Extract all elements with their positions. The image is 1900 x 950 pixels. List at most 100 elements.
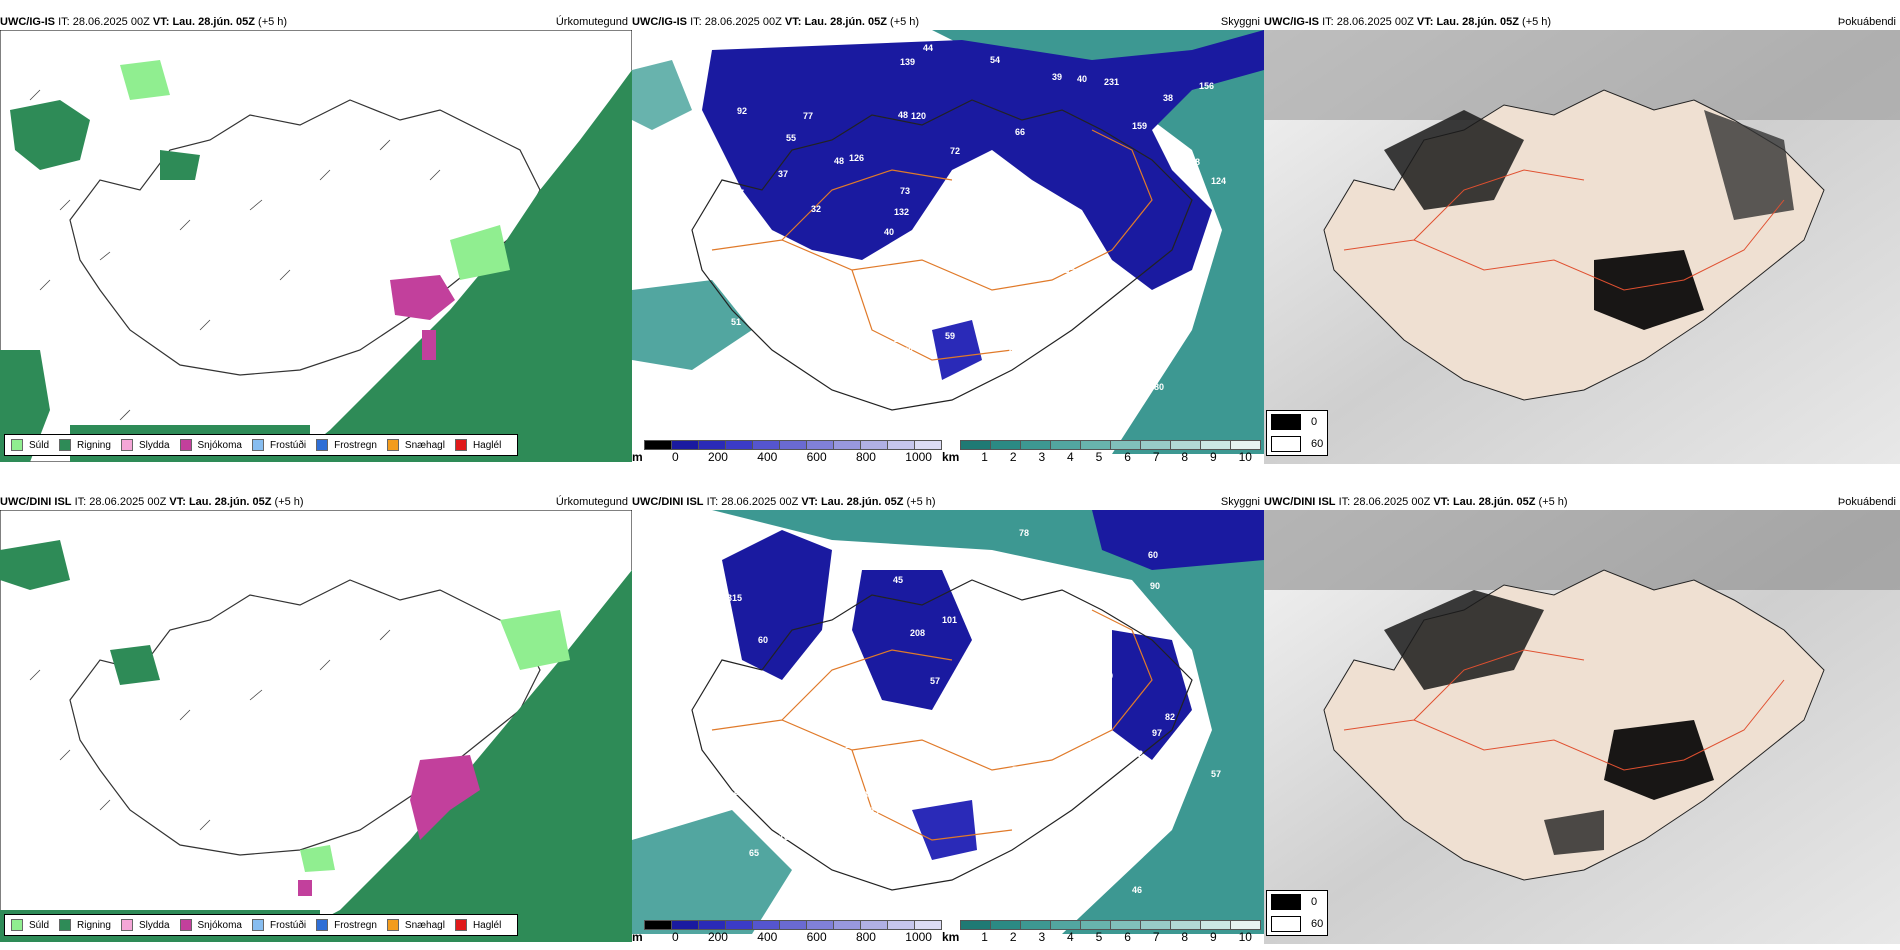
cloudbase-value: 43 (1112, 382, 1122, 392)
cloudbase-value: 115 (1061, 265, 1076, 275)
it-value: 28.06.2025 00Z (89, 496, 167, 508)
cloudbase-value: 66 (1015, 127, 1025, 137)
legend-item: Frostúði (251, 919, 306, 931)
wind-barbs (29, 89, 441, 421)
cloudbase-colorbar: m 0 200 400 600 800 1000 (632, 438, 942, 464)
cloudbase-value: 42 (709, 684, 719, 694)
coastline (69, 99, 541, 376)
panel-title: Skyggni (1220, 16, 1260, 28)
cloudbase-value: 73 (900, 186, 910, 196)
panel-title: Úrkomutegund (555, 16, 628, 28)
legend-swatch (316, 439, 329, 451)
colorbar-tick: 1 (981, 930, 988, 944)
colorbar-tick: 10 (1238, 930, 1252, 944)
cloudbase-value: 139 (900, 57, 915, 67)
colorbar-segment (779, 920, 807, 930)
vt-value: Lau. 28.jún. 05Z (172, 16, 255, 28)
cloudbase-value: 117 (1160, 818, 1175, 828)
legend-swatch (11, 439, 23, 451)
cloudbase-value: 107 (729, 188, 744, 198)
fog-panel-top: UWC/IG-IS IT: 28.06.2025 00Z VT: Lau. 28… (1264, 14, 1900, 464)
cloudbase-value: 77 (803, 111, 813, 121)
fog-map (1264, 510, 1900, 944)
rain-area (160, 150, 200, 180)
panel-header: UWC/IG-IS IT: 28.06.2025 00Z VT: Lau. 28… (1264, 14, 1900, 30)
lead-time: (+5 h) (258, 16, 288, 28)
legend-swatch (1271, 414, 1301, 430)
cloudbase-value: 44 (971, 187, 981, 197)
panel-header: UWC/DINI ISL IT: 28.06.2025 00Z VT: Lau.… (0, 494, 632, 510)
legend-label: Súld (29, 919, 50, 931)
fog-field (1384, 590, 1544, 690)
cloudbase-value: 43 (954, 402, 964, 412)
legend-label: Rigning (77, 919, 111, 931)
colorbar-segment (806, 920, 834, 930)
legend-label: Slydda (138, 439, 170, 451)
fog-field (1704, 110, 1794, 220)
rain-area (0, 540, 70, 590)
cloudbase-value: 103 (1033, 606, 1048, 616)
cloudbase-value: 39 (1102, 858, 1112, 868)
visibility-colorbar: km 1 2 3 4 5 6 7 8 9 10 (942, 438, 1264, 464)
cloud-map (632, 510, 1264, 934)
cloud-map (632, 30, 1264, 454)
precip-legend: Súld Rigning Slydda Snjókoma Frostúði Fr… (4, 914, 519, 936)
colorbar-tick: 400 (757, 450, 778, 464)
precip-panel-bottom: UWC/DINI ISL IT: 28.06.2025 00Z VT: Lau.… (0, 494, 632, 944)
cloudbase-value: 142 (707, 366, 722, 376)
colorbar-segment (644, 920, 672, 930)
cloudbase-value: 53 (869, 806, 879, 816)
legend-label: Snæhagl (404, 439, 445, 451)
legend-label: Frostúði (269, 439, 307, 451)
rain-area (280, 570, 632, 942)
cloudbase-value: 44 (923, 43, 933, 53)
legend-item: Frostúði (251, 439, 307, 451)
it-value: 28.06.2025 00Z (704, 16, 782, 28)
legend-item: Súld (11, 439, 49, 451)
road-network (1343, 169, 1785, 291)
cloudbase-value: 40 (709, 401, 719, 411)
colorbar-segment (806, 440, 834, 450)
drizzle-area (500, 610, 570, 670)
cloudbase-value: 59 (1103, 671, 1113, 681)
cloudbase-value: 72 (950, 146, 960, 156)
legend-swatch (59, 439, 72, 451)
cloudbase-value: 108 (752, 394, 767, 404)
cloudbase-value: 120 (911, 111, 926, 121)
colorbar-tick: 9 (1210, 450, 1217, 464)
legend-swatch (1271, 436, 1301, 452)
colorbar-tick: 2 (1009, 930, 1017, 944)
legend-swatch (120, 439, 133, 451)
coastline (691, 99, 1193, 411)
drizzle-area (300, 845, 335, 872)
snow-area (298, 880, 312, 896)
legend-item: Haglél (454, 439, 501, 451)
colorbar-segment (671, 440, 699, 450)
model-name: UWC/DINI ISL (1264, 496, 1336, 508)
colorbar-segment (887, 440, 915, 450)
legend-swatch (386, 439, 399, 451)
lead-time: (+5 h) (274, 496, 304, 508)
colorbar-segment (914, 440, 942, 450)
cloudbase-value: 92 (737, 106, 747, 116)
wind-barbs (29, 629, 391, 831)
cloudbase-value: 315 (727, 593, 742, 603)
cloudbase-value: 122 (749, 736, 764, 746)
precip-panel-top: UWC/IG-IS IT: 28.06.2025 00Z VT: Lau. 28… (0, 14, 632, 464)
cloudbase-field (1112, 630, 1192, 760)
fog-legend-row: 60 (1267, 913, 1327, 935)
legend-label: Frostregn (334, 439, 377, 451)
legend-item: Rigning (59, 919, 111, 931)
colorbar-segment (990, 920, 1021, 930)
cloudbase-value: 60 (758, 635, 768, 645)
cloudbase-value: 36 (805, 377, 815, 387)
colorbar-tick: 200 (707, 930, 728, 944)
panel-header: UWC/DINI ISL IT: 28.06.2025 00Z VT: Lau.… (1264, 494, 1900, 510)
snow-area (410, 755, 480, 840)
legend-swatch (1271, 916, 1301, 932)
legend-swatch (59, 919, 72, 931)
panel-header: UWC/IG-IS IT: 28.06.2025 00Z VT: Lau. 28… (632, 14, 1264, 30)
cloudbase-value: 41 (964, 697, 974, 707)
colorbar-unit: km (942, 450, 960, 464)
legend-swatch (179, 439, 192, 451)
